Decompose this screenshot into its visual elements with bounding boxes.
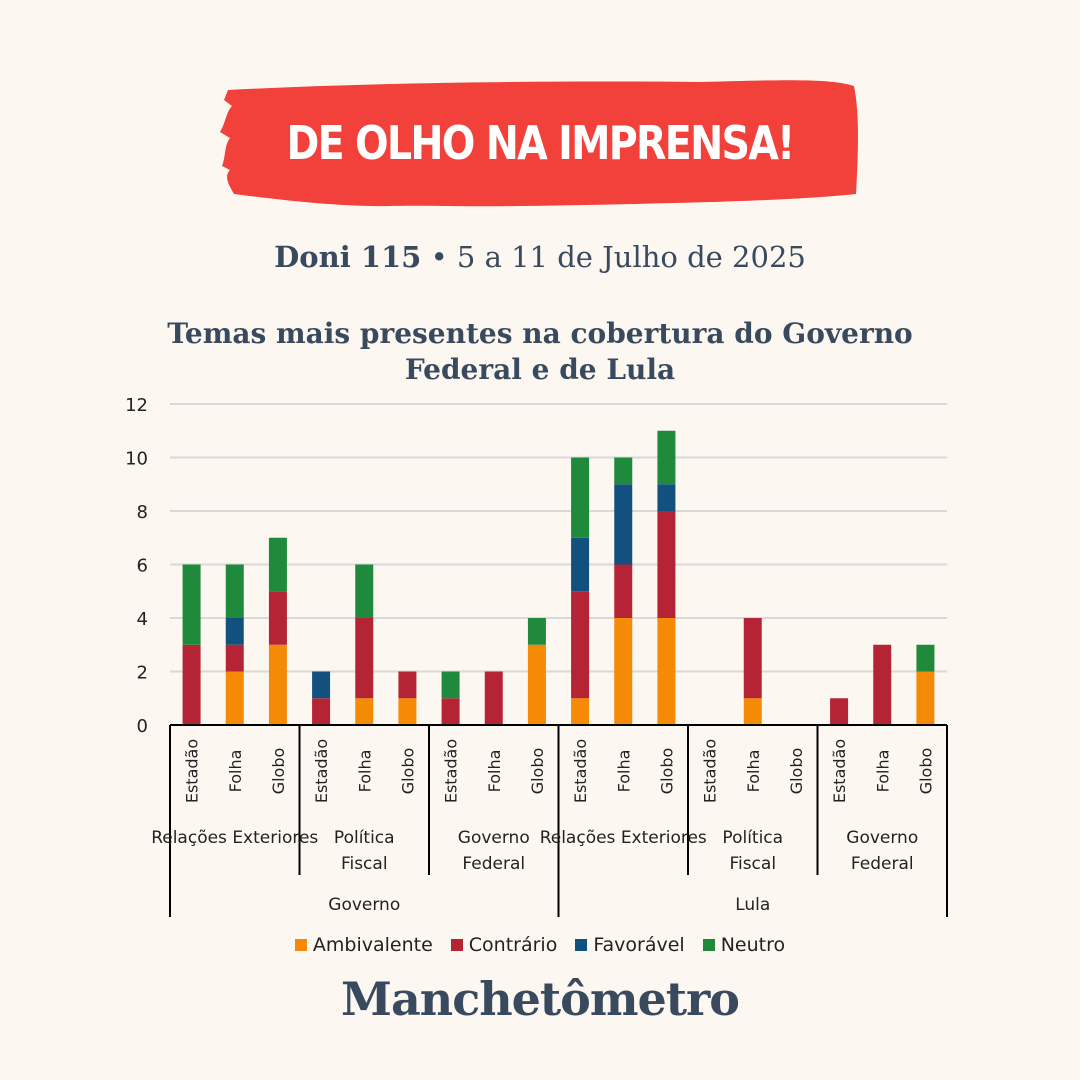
x-tick-label: Folha bbox=[355, 750, 374, 793]
legend-item: Favorável bbox=[575, 934, 685, 956]
bar-segment-ambivalente bbox=[614, 618, 633, 725]
title-banner: DE OLHO NA IMPRENSA! bbox=[220, 76, 860, 210]
chart-legend: Ambivalente Contrário Favorável Neutro bbox=[0, 934, 1080, 956]
legend-label: Neutro bbox=[720, 934, 786, 956]
group-label: Política Fiscal bbox=[722, 828, 783, 874]
bar-segment-contrário bbox=[268, 591, 287, 645]
bar-segment-neutro bbox=[916, 644, 935, 672]
bar-segment-contrário bbox=[355, 618, 374, 699]
legend-swatch bbox=[450, 939, 463, 951]
bar-segment-ambivalente bbox=[527, 644, 546, 725]
legend-label: Favorável bbox=[593, 934, 685, 956]
x-tick-label: Estadão bbox=[183, 739, 202, 803]
y-tick-label: 4 bbox=[137, 609, 148, 630]
banner-title: DE OLHO NA IMPRENSA! bbox=[286, 116, 796, 170]
y-tick-label: 10 bbox=[125, 449, 148, 470]
legend-item: Contrário bbox=[450, 934, 558, 956]
bar-segment-favorável bbox=[225, 618, 244, 645]
x-tick-label: Folha bbox=[226, 750, 245, 793]
group-label: Relações Exteriores bbox=[151, 828, 318, 848]
x-tick-label: Folha bbox=[614, 750, 633, 793]
bar-segment-contrário bbox=[484, 671, 503, 725]
x-tick-label: Globo bbox=[787, 748, 806, 795]
group-label: Relações Exteriores bbox=[540, 828, 707, 848]
x-tick-label: Folha bbox=[485, 750, 504, 793]
x-tick-label: Folha bbox=[744, 750, 763, 793]
bar-segment-contrário bbox=[743, 618, 762, 699]
x-tick-label: Estadão bbox=[312, 739, 331, 803]
bar-segment-ambivalente bbox=[398, 698, 417, 725]
bar-segment-contrário bbox=[614, 564, 633, 618]
bar-segment-neutro bbox=[268, 537, 287, 592]
bar-segment-neutro bbox=[614, 457, 633, 485]
legend-swatch bbox=[294, 939, 307, 951]
legend-label: Contrário bbox=[468, 934, 558, 956]
legend-label: Ambivalente bbox=[312, 934, 433, 956]
chart-title: Temas mais presentes na cobertura do Gov… bbox=[167, 317, 913, 386]
x-tick-label: Estadão bbox=[571, 739, 590, 803]
x-tick-label: Estadão bbox=[830, 739, 849, 803]
bar-segment-neutro bbox=[225, 564, 244, 618]
super-group-label: Lula bbox=[735, 895, 770, 915]
x-tick-label: Estadão bbox=[442, 739, 461, 803]
legend-item: Neutro bbox=[702, 934, 786, 956]
bar-segment-ambivalente bbox=[657, 618, 676, 725]
bar-segment-neutro bbox=[657, 430, 676, 485]
group-label: Governo Federal bbox=[846, 828, 918, 874]
y-tick-label: 8 bbox=[137, 502, 148, 523]
edition-label: Doni 115 bbox=[274, 240, 422, 274]
bar-segment-contrário bbox=[657, 511, 676, 618]
super-group-label: Governo bbox=[328, 895, 400, 915]
x-tick-label: Globo bbox=[528, 748, 547, 795]
legend-swatch bbox=[575, 939, 588, 951]
y-tick-label: 6 bbox=[137, 556, 148, 577]
y-tick-label: 2 bbox=[137, 663, 148, 684]
legend-swatch bbox=[702, 939, 715, 951]
bar-segment-ambivalente bbox=[571, 698, 590, 725]
bar-segment-contrário bbox=[312, 698, 331, 725]
bar-segment-neutro bbox=[182, 564, 201, 645]
banner-brush-shape bbox=[220, 80, 858, 207]
bar-segment-ambivalente bbox=[268, 644, 287, 725]
bar-segment-ambivalente bbox=[743, 698, 762, 725]
bar-segment-contrário bbox=[225, 644, 244, 672]
bar-segment-contrário bbox=[830, 698, 849, 725]
bar-segment-contrário bbox=[873, 644, 892, 725]
bar-segment-ambivalente bbox=[355, 698, 374, 725]
y-tick-label: 0 bbox=[137, 716, 148, 737]
bar-segment-neutro bbox=[441, 671, 460, 699]
brand-logo: Manchetômetro bbox=[341, 972, 740, 1026]
bar-segment-contrário bbox=[398, 671, 417, 699]
bar-segment-neutro bbox=[355, 564, 374, 618]
bar-segment-contrário bbox=[571, 591, 590, 699]
bar-segment-contrário bbox=[182, 644, 201, 725]
bar-segment-contrário bbox=[441, 698, 460, 725]
issue-line: Doni 115 • 5 a 11 de Julho de 2025 bbox=[0, 240, 1080, 274]
bar-segment-favorável bbox=[657, 484, 676, 511]
period-label: 5 a 11 de Julho de 2025 bbox=[456, 240, 806, 274]
legend-item: Ambivalente bbox=[294, 934, 433, 956]
bar-segment-favorável bbox=[571, 537, 590, 592]
bar-segment-ambivalente bbox=[916, 671, 935, 725]
x-tick-label: Globo bbox=[657, 748, 676, 795]
x-tick-label: Globo bbox=[916, 748, 935, 795]
bar-segment-neutro bbox=[571, 457, 590, 538]
bar-segment-favorável bbox=[614, 484, 633, 565]
x-tick-label: Estadão bbox=[701, 739, 720, 803]
x-tick-label: Folha bbox=[873, 750, 892, 793]
x-tick-label: Globo bbox=[398, 748, 417, 795]
x-tick-label: Globo bbox=[269, 748, 288, 795]
group-label: Política Fiscal bbox=[334, 828, 395, 874]
bar-segment-ambivalente bbox=[225, 671, 244, 725]
bar-segment-favorável bbox=[312, 671, 331, 699]
group-label: Governo Federal bbox=[458, 828, 530, 874]
y-tick-label: 12 bbox=[125, 395, 148, 416]
separator-dot: • bbox=[430, 240, 448, 274]
bar-segment-neutro bbox=[527, 618, 546, 645]
